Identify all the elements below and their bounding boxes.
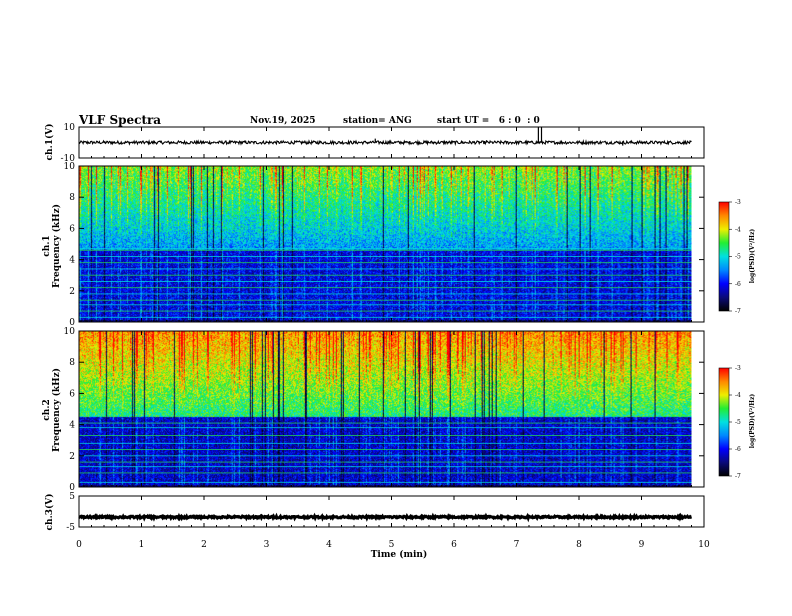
ch2-spectrogram-colorbar bbox=[718, 367, 730, 477]
ch1-waveform-panel: 10 -10 bbox=[61, 123, 705, 164]
ch2-frequency-label: Frequency (kHz) bbox=[51, 368, 62, 452]
ch2-spectrogram-colorbar-tick-label: -3 bbox=[735, 365, 741, 372]
ch1-waveform-ylabel: ch.1(V) bbox=[44, 124, 55, 161]
ch1-spectrogram-colorbar-tick-label: -5 bbox=[735, 254, 741, 261]
x-tick-label: 2 bbox=[201, 540, 207, 550]
x-tick-label: 7 bbox=[514, 540, 520, 550]
start-ut-label: start UT = 6 : 0 : 0 bbox=[437, 116, 540, 126]
ch1-waveform-trace bbox=[78, 139, 692, 147]
ch3-waveform-trace bbox=[78, 512, 693, 523]
ch2-spectrogram-ytick-label: 0 bbox=[69, 483, 75, 493]
x-tick-label: 3 bbox=[264, 540, 270, 550]
ch2-spectrogram-ytick-label: 4 bbox=[69, 421, 75, 431]
ch3-waveform-ytick-label: 5 bbox=[69, 492, 75, 502]
colorbar-1-label: log(PSD)(V²/Hz) bbox=[749, 229, 756, 284]
ch2-spectrogram-ytick-label: 6 bbox=[69, 389, 75, 399]
ch1-spectrogram-ytick-label: 2 bbox=[69, 287, 75, 297]
ch2-spectrogram-colorbar-tick-label: -7 bbox=[735, 473, 741, 480]
ch1-spectrogram-colorbar-tick-label: -6 bbox=[735, 281, 741, 288]
ch3-waveform-panel: 5 -5 bbox=[66, 492, 705, 533]
ch2-spectrogram-colorbar-tick-label: -6 bbox=[735, 446, 741, 453]
ch1-spectrogram-ytick-label: 8 bbox=[69, 193, 75, 203]
ch1-spectrogram-ytick-label: 10 bbox=[64, 162, 76, 172]
ch2-spectrogram-ytick-label: 10 bbox=[64, 327, 76, 337]
x-tick-label: 8 bbox=[576, 540, 582, 550]
ch1-spectrogram-colorbar-tick-label: -7 bbox=[735, 308, 741, 315]
x-tick-label: 4 bbox=[326, 540, 332, 550]
ch1-spectrogram-ytick-label: 4 bbox=[69, 256, 75, 266]
ch2-spectrogram-colorbar-tick-label: -5 bbox=[735, 419, 741, 426]
ch2-channel-label: ch.2 bbox=[42, 399, 52, 420]
figure-title: VLF Spectra bbox=[78, 113, 161, 127]
x-axis: 0 1 2 3 4 5 6 7 8 9 10 bbox=[76, 540, 710, 550]
station-label: station= ANG bbox=[343, 116, 412, 126]
ch1-spectrogram-colorbar-tick-label: -4 bbox=[735, 226, 741, 233]
ch1-spectrogram-colorbar bbox=[718, 201, 730, 312]
x-tick-label: 1 bbox=[139, 540, 145, 550]
ch1-spectrogram-image bbox=[79, 166, 692, 322]
ch2-spectrogram-panel: 0 2 4 6 8 10 -3 -4 -5 -6 -7 bbox=[64, 327, 741, 493]
ch3-waveform-ylabel: ch.3(V) bbox=[44, 494, 55, 531]
ch1-waveform-ytick-label: 10 bbox=[64, 123, 76, 133]
ch2-spectrogram-ytick-label: 8 bbox=[69, 358, 75, 368]
ch1-frequency-label: Frequency (kHz) bbox=[51, 204, 62, 288]
date-label: Nov.19, 2025 bbox=[250, 116, 316, 126]
colorbar-2-label: log(PSD)(V²/Hz) bbox=[749, 394, 756, 449]
ch1-spectrogram-panel: 0 2 4 6 8 10 -3 -4 -5 -6 -7 bbox=[64, 162, 741, 328]
ch1-waveform-ytick-label: -10 bbox=[61, 154, 76, 164]
x-tick-label: 10 bbox=[698, 540, 710, 550]
x-tick-label: 5 bbox=[389, 540, 395, 550]
ch1-spectrogram-ytick-label: 0 bbox=[69, 318, 75, 328]
ch3-waveform-frame bbox=[78, 495, 705, 528]
ch3-waveform-ytick-label: -5 bbox=[66, 523, 75, 533]
x-tick-label: 6 bbox=[451, 540, 457, 550]
x-axis-label: Time (min) bbox=[371, 549, 428, 560]
ch2-spectrogram-ytick-label: 2 bbox=[69, 452, 75, 462]
ch1-spectrogram-ytick-label: 6 bbox=[69, 224, 75, 234]
ch2-spectrogram-image bbox=[79, 331, 692, 487]
ch2-spectrogram-colorbar-tick-label: -4 bbox=[735, 392, 741, 399]
x-tick-label: 0 bbox=[76, 540, 82, 550]
ch1-spectrogram-colorbar-tick-label: -3 bbox=[735, 199, 741, 206]
x-tick-label: 9 bbox=[639, 540, 645, 550]
ch1-channel-label: ch.1 bbox=[42, 235, 52, 256]
